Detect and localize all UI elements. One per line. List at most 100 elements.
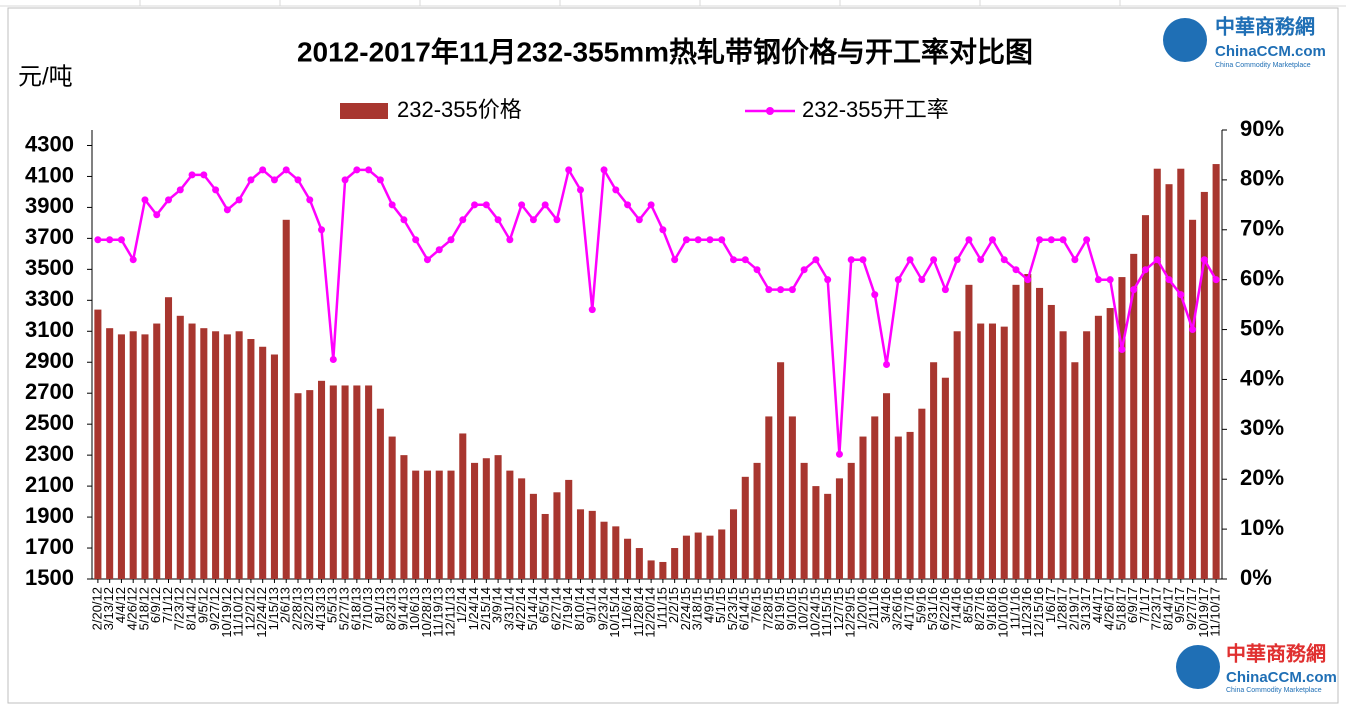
- y2-tick-label: 70%: [1240, 216, 1284, 241]
- bar: [1059, 331, 1067, 579]
- line-marker: [553, 216, 561, 224]
- line-marker: [294, 176, 302, 184]
- x-tick-label: 1/15/13: [266, 587, 281, 630]
- line-marker: [1118, 346, 1126, 354]
- bar: [247, 339, 255, 579]
- line-marker: [270, 176, 278, 184]
- y-tick-label: 1900: [25, 503, 74, 528]
- x-tick-label: 10/19/17: [1196, 587, 1211, 638]
- line-marker: [212, 186, 220, 194]
- y-axis-label: 元/吨: [18, 63, 73, 90]
- line-marker: [1130, 286, 1138, 294]
- bar: [318, 380, 326, 579]
- bar: [1153, 168, 1161, 579]
- bar: [1094, 315, 1102, 579]
- x-tick-label: 11/10/17: [1208, 587, 1223, 637]
- x-tick-label: 10/28/13: [419, 587, 434, 638]
- x-tick-label: 5/9/16: [913, 587, 928, 623]
- x-tick-label: 10/10/16: [996, 587, 1011, 638]
- line-marker: [588, 306, 596, 314]
- line-marker: [977, 256, 985, 264]
- bar: [671, 548, 679, 579]
- line-marker: [412, 236, 420, 244]
- line-marker: [600, 166, 608, 174]
- bar: [94, 309, 102, 579]
- x-tick-label: 4/13/13: [313, 587, 328, 630]
- line-marker: [612, 186, 620, 194]
- x-tick-label: 6/27/14: [548, 587, 563, 630]
- x-tick-label: 6/14/15: [737, 587, 752, 630]
- bar: [188, 323, 196, 579]
- x-tick-label: 11/28/14: [631, 587, 646, 637]
- line-marker: [200, 171, 208, 179]
- x-tick-label: 9/14/13: [395, 587, 410, 630]
- y2-tick-label: 30%: [1240, 415, 1284, 440]
- line-marker: [1165, 276, 1173, 284]
- x-tick-label: 10/2/15: [796, 587, 811, 630]
- legend-swatch: [340, 103, 388, 119]
- x-tick-label: 2/6/13: [278, 587, 293, 623]
- legend-label: 232-355价格: [397, 97, 522, 122]
- x-tick-label: 7/19/14: [560, 587, 575, 630]
- y2-tick-label: 10%: [1240, 515, 1284, 540]
- bar: [706, 535, 714, 579]
- line-marker: [671, 256, 679, 264]
- bar: [729, 509, 738, 579]
- line-marker: [906, 256, 914, 264]
- x-tick-label: 7/28/15: [760, 587, 775, 630]
- x-tick-label: 1/24/14: [466, 587, 481, 630]
- chart-title: 2012-2017年11月232-355mm热轧带钢价格与开工率对比图: [297, 35, 1033, 67]
- bar: [459, 433, 467, 579]
- x-tick-label: 11/10/12: [231, 587, 246, 637]
- line-marker: [106, 236, 114, 244]
- line-marker: [365, 166, 373, 174]
- x-tick-label: 9/27/17: [1184, 587, 1199, 630]
- x-tick-label: 2/19/17: [1066, 587, 1081, 630]
- x-tick-label: 3/26/16: [890, 587, 905, 630]
- x-tick-label: 1/11/15: [654, 587, 669, 629]
- line-marker: [706, 236, 714, 244]
- line-marker: [788, 286, 796, 294]
- x-tick-label: 1/20/16: [854, 587, 869, 630]
- x-tick-label: 4/4/17: [1090, 587, 1105, 623]
- x-tick-label: 9/5/12: [195, 587, 210, 623]
- x-tick-label: 5/23/15: [725, 587, 740, 630]
- line-marker: [765, 286, 773, 294]
- x-tick-label: 1/6/17: [1043, 587, 1058, 623]
- line-marker: [741, 256, 749, 264]
- line-marker: [188, 171, 196, 179]
- line-marker: [682, 236, 690, 244]
- bar: [541, 513, 549, 579]
- bar: [800, 462, 808, 579]
- bar: [941, 377, 949, 579]
- y2-tick-label: 50%: [1240, 315, 1284, 340]
- line-marker: [1212, 276, 1220, 284]
- line-marker: [1200, 256, 1208, 264]
- bar: [765, 416, 773, 579]
- y2-tick-label: 0%: [1240, 565, 1272, 590]
- x-tick-label: 11/23/16: [1019, 587, 1034, 637]
- bar: [576, 509, 585, 579]
- line-marker: [871, 291, 879, 299]
- x-tick-label: 10/15/14: [607, 587, 622, 638]
- bar: [353, 385, 361, 579]
- bar: [1189, 219, 1197, 580]
- x-tick-label: 5/1/15: [713, 587, 728, 623]
- x-tick-label: 2/15/14: [478, 587, 493, 630]
- bar: [741, 476, 749, 579]
- line-marker: [494, 216, 502, 224]
- bar: [718, 529, 726, 579]
- line-marker: [753, 266, 761, 274]
- bar: [141, 334, 149, 579]
- line-marker: [635, 216, 643, 224]
- line-marker: [800, 266, 808, 274]
- x-tick-label: 9/27/12: [207, 587, 222, 630]
- x-tick-label: 5/18/17: [1113, 587, 1128, 630]
- line-marker: [247, 176, 255, 184]
- line-marker: [694, 236, 702, 244]
- line-marker: [459, 216, 467, 224]
- bar: [1083, 331, 1091, 579]
- x-tick-label: 12/29/15: [843, 587, 858, 638]
- line-marker: [718, 236, 726, 244]
- x-tick-label: 4/9/15: [701, 587, 716, 623]
